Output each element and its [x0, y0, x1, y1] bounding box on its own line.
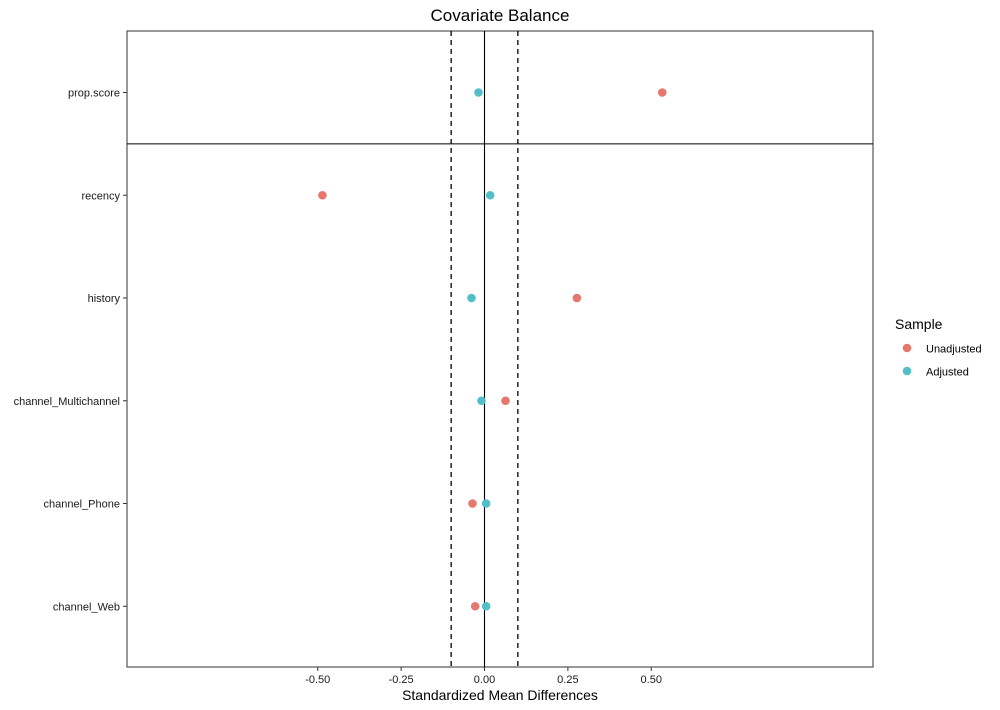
y-tick-label: prop.score — [68, 88, 120, 100]
y-axis: prop.score recency history channel_Multicha… — [14, 88, 127, 613]
legend-label-adjusted: Adjusted — [926, 367, 969, 379]
x-tick-label: 0.25 — [557, 674, 578, 686]
x-tick-label: -0.25 — [389, 674, 414, 686]
plot-panel — [126, 30, 874, 668]
legend-title: Sample — [895, 316, 943, 332]
y-tick-label: recency — [81, 190, 120, 202]
data-points — [318, 88, 667, 611]
legend-key-adjusted — [902, 366, 912, 376]
legend: Sample Unadjusted Adjusted — [895, 316, 982, 379]
x-tick-label: 0.50 — [641, 674, 662, 686]
unadjusted-point-channel-web — [470, 601, 480, 611]
adjusted-point-channel-multichannel — [477, 396, 486, 406]
unadjusted-point-recency — [318, 190, 327, 200]
y-tick-label: channel_Web — [53, 601, 120, 613]
unadjusted-point-history — [572, 293, 582, 303]
adjusted-point-channel-phone — [481, 499, 491, 508]
legend-key-unadjusted — [902, 343, 912, 353]
unadjusted-point-channel-multichannel — [501, 396, 510, 406]
adjusted-point-recency — [485, 190, 495, 200]
y-tick-label: channel_Phone — [44, 499, 120, 511]
y-tick-label: channel_Multichannel — [14, 396, 120, 408]
adjusted-point-prop-score — [474, 88, 483, 97]
x-tick-label: 0.00 — [474, 674, 495, 686]
adjusted-point-channel-web — [481, 601, 491, 611]
reference-lines — [127, 31, 873, 667]
unadjusted-point-channel-phone — [468, 499, 477, 508]
legend-label-unadjusted: Unadjusted — [926, 344, 982, 356]
y-tick-label: history — [88, 293, 121, 305]
unadjusted-point-prop-score — [657, 88, 667, 97]
x-tick-label: -0.50 — [305, 674, 330, 686]
adjusted-point-history — [467, 293, 476, 303]
x-axis: -0.50 -0.25 0.00 0.25 0.50 — [305, 667, 662, 686]
chart-title: Covariate Balance — [431, 6, 570, 25]
x-axis-title: Standardized Mean Differences — [402, 687, 598, 703]
